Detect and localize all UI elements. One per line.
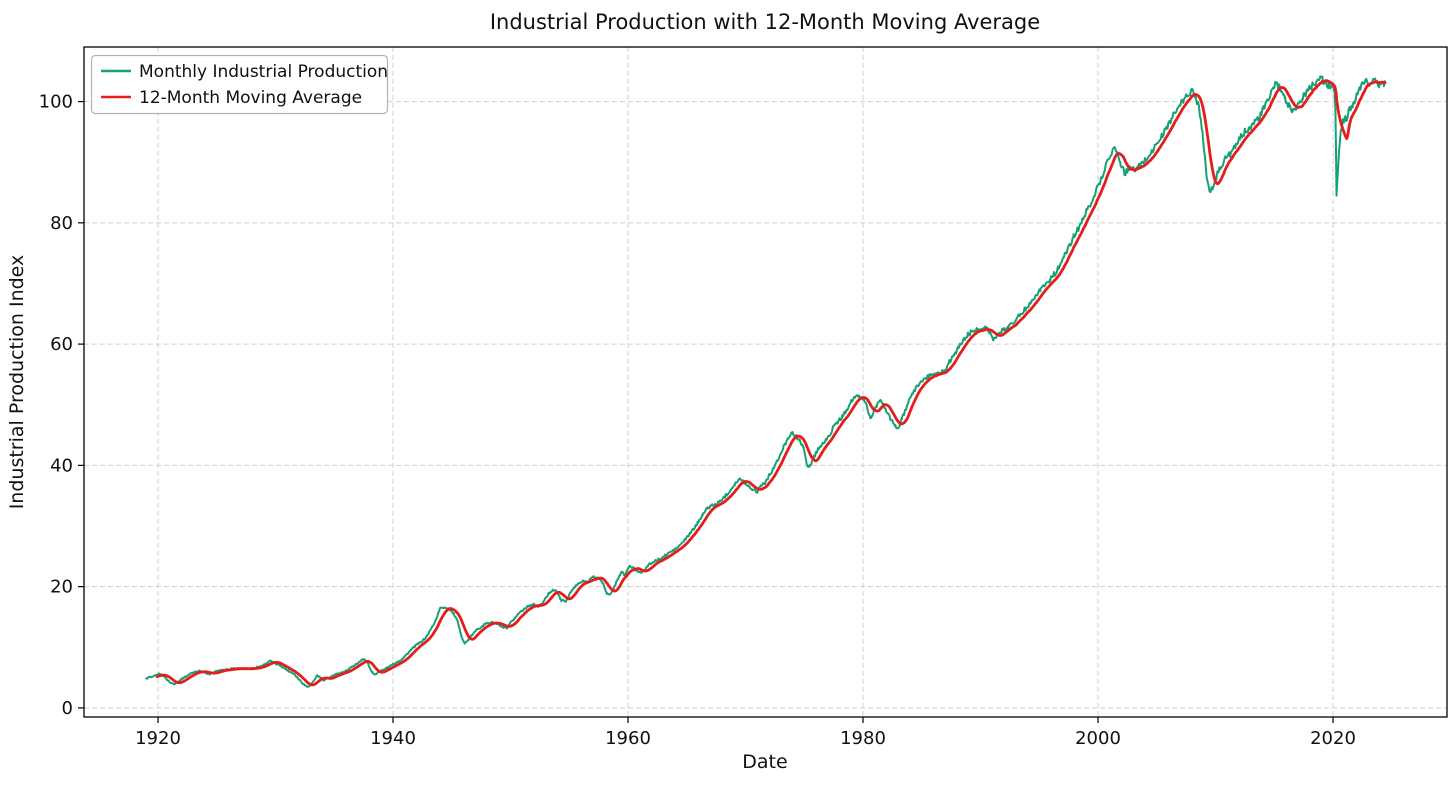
x-tick-label: 1980 <box>840 728 886 749</box>
y-tick-label: 0 <box>62 698 73 719</box>
y-tick-label: 40 <box>50 455 73 476</box>
x-tick-label: 1940 <box>370 728 416 749</box>
moving-average-line <box>155 79 1387 687</box>
legend-box: Monthly Industrial Production 12-Month M… <box>90 54 389 115</box>
x-tick-label: 1960 <box>605 728 651 749</box>
legend-monthly-label: Monthly Industrial Production <box>139 62 388 82</box>
plot-frame <box>83 46 1448 718</box>
y-tick-label: 20 <box>50 577 73 598</box>
x-tick-label: 1920 <box>135 728 181 749</box>
y-tick-label: 80 <box>50 213 73 234</box>
x-tick-label: 2000 <box>1075 728 1121 749</box>
x-tick-label: 2020 <box>1310 728 1356 749</box>
x-axis-label: Date <box>742 751 787 773</box>
legend-frame <box>90 54 389 115</box>
y-tick-label: 100 <box>39 92 73 113</box>
legend-ma-label: 12-Month Moving Average <box>139 88 362 108</box>
chart-title: Industrial Production with 12-Month Movi… <box>490 10 1040 34</box>
gridlines <box>84 47 1447 717</box>
axis-ticks: 1920 1940 1960 1980 2000 2020 0 20 40 60 80 100 <box>39 92 1356 749</box>
y-axis-label: Industrial Production Index <box>6 255 28 510</box>
monthly-industrial-production-line <box>145 75 1387 688</box>
y-tick-label: 60 <box>50 334 73 355</box>
